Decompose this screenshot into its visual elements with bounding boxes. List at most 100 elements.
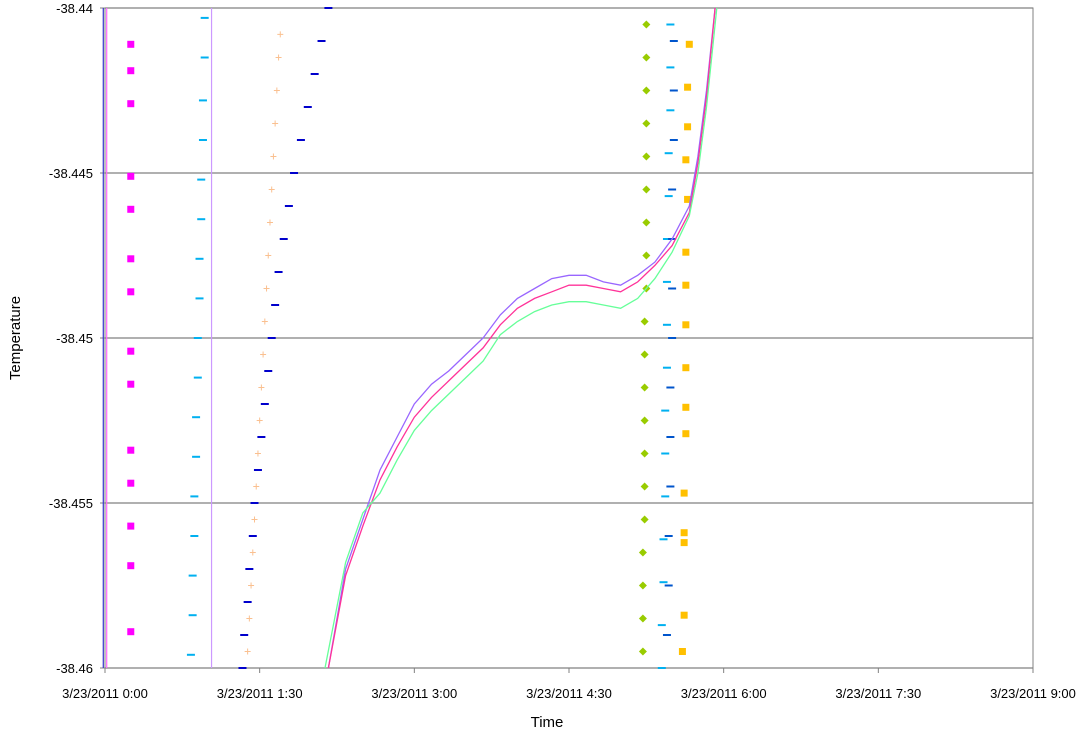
data-point	[682, 321, 690, 329]
data-point	[668, 287, 677, 290]
data-point	[666, 485, 675, 488]
series-3	[238, 7, 333, 669]
data-point	[250, 502, 259, 504]
data-point	[270, 153, 277, 160]
data-point	[680, 611, 688, 619]
data-point	[246, 615, 253, 622]
y-tick-label: -38.45	[56, 331, 93, 346]
data-point	[127, 522, 135, 530]
data-point	[642, 20, 651, 29]
data-point	[243, 601, 252, 603]
series-line	[327, 7, 716, 669]
data-point	[290, 172, 299, 174]
data-point	[127, 40, 135, 48]
series-2	[244, 31, 284, 655]
data-point	[317, 40, 326, 42]
data-point	[253, 469, 262, 471]
data-point	[192, 455, 201, 458]
data-point	[197, 178, 206, 181]
data-point	[666, 109, 675, 112]
x-tick-label: 3/23/2011 4:30	[526, 686, 612, 701]
data-point	[642, 119, 651, 128]
data-point	[260, 403, 269, 405]
data-point	[258, 384, 265, 391]
data-point	[638, 614, 647, 623]
data-point	[260, 351, 267, 358]
data-point	[680, 529, 688, 537]
data-point	[245, 568, 254, 570]
data-point	[662, 238, 671, 240]
y-axis-title: Temperature	[7, 296, 24, 380]
data-point	[277, 31, 284, 38]
series-7	[678, 40, 693, 655]
data-point	[198, 139, 207, 141]
x-tick-label: 3/23/2011 9:00	[990, 686, 1076, 701]
series-8	[327, 7, 716, 669]
data-point	[193, 376, 202, 379]
x-axis-title: Time	[531, 714, 564, 731]
data-point	[682, 364, 690, 372]
data-point	[272, 120, 279, 127]
data-point	[193, 337, 202, 339]
data-point	[200, 56, 209, 59]
y-tick-label: -38.44	[56, 1, 93, 16]
data-point	[127, 380, 135, 388]
data-point	[682, 281, 690, 289]
series-5	[657, 23, 675, 669]
data-point	[296, 139, 305, 141]
data-point	[127, 628, 135, 636]
data-point	[195, 297, 204, 300]
data-point	[642, 86, 651, 95]
data-point	[669, 40, 678, 42]
data-point	[254, 450, 261, 457]
series-9	[327, 7, 716, 669]
data-point	[127, 205, 135, 213]
data-point	[664, 195, 673, 198]
data-point	[664, 535, 673, 537]
data-point	[266, 219, 273, 226]
y-tick-label: -38.46	[56, 661, 93, 676]
data-point	[642, 251, 651, 260]
data-point	[192, 416, 201, 419]
y-tick-label: -38.445	[49, 166, 93, 181]
data-point	[638, 581, 647, 590]
data-point	[666, 23, 675, 26]
data-point	[678, 648, 686, 655]
data-point	[275, 54, 282, 61]
data-point	[682, 403, 690, 411]
data-point	[662, 366, 671, 369]
data-point	[257, 436, 266, 438]
data-point	[244, 648, 251, 655]
data-point	[195, 257, 204, 260]
data-point	[669, 139, 678, 141]
data-point	[666, 436, 675, 438]
data-point	[284, 205, 293, 207]
data-point	[640, 350, 649, 359]
data-point	[662, 280, 671, 283]
data-point	[662, 323, 671, 326]
data-point	[668, 337, 677, 339]
data-point	[640, 515, 649, 524]
data-point	[248, 582, 255, 589]
gridlines	[100, 7, 1034, 673]
x-tick-label: 3/23/2011 7:30	[835, 686, 921, 701]
data-point	[682, 156, 690, 164]
series-10	[324, 7, 718, 669]
data-point	[642, 152, 651, 161]
data-point	[238, 667, 247, 669]
data-point	[253, 483, 260, 490]
data-point	[248, 535, 257, 537]
x-tick-label: 3/23/2011 3:00	[371, 686, 457, 701]
data-point	[685, 40, 693, 48]
data-point	[200, 16, 209, 19]
data-point	[271, 304, 280, 306]
data-point	[249, 549, 256, 556]
data-point	[127, 479, 135, 487]
data-point	[274, 271, 283, 273]
data-point	[263, 285, 270, 292]
data-point	[682, 248, 690, 256]
data-point	[127, 347, 135, 355]
data-point	[127, 172, 135, 180]
data-point	[127, 255, 135, 263]
